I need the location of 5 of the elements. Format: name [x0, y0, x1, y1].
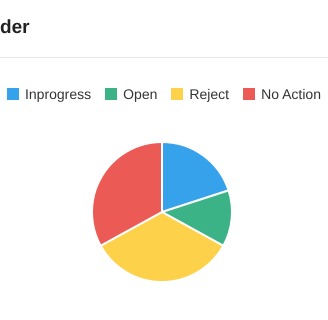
legend-label: Open	[123, 86, 158, 102]
legend-label: Inprogress	[24, 86, 92, 102]
legend-label: No Action	[261, 86, 322, 102]
legend-label: Reject	[189, 86, 230, 102]
chart-title: der	[0, 17, 30, 39]
